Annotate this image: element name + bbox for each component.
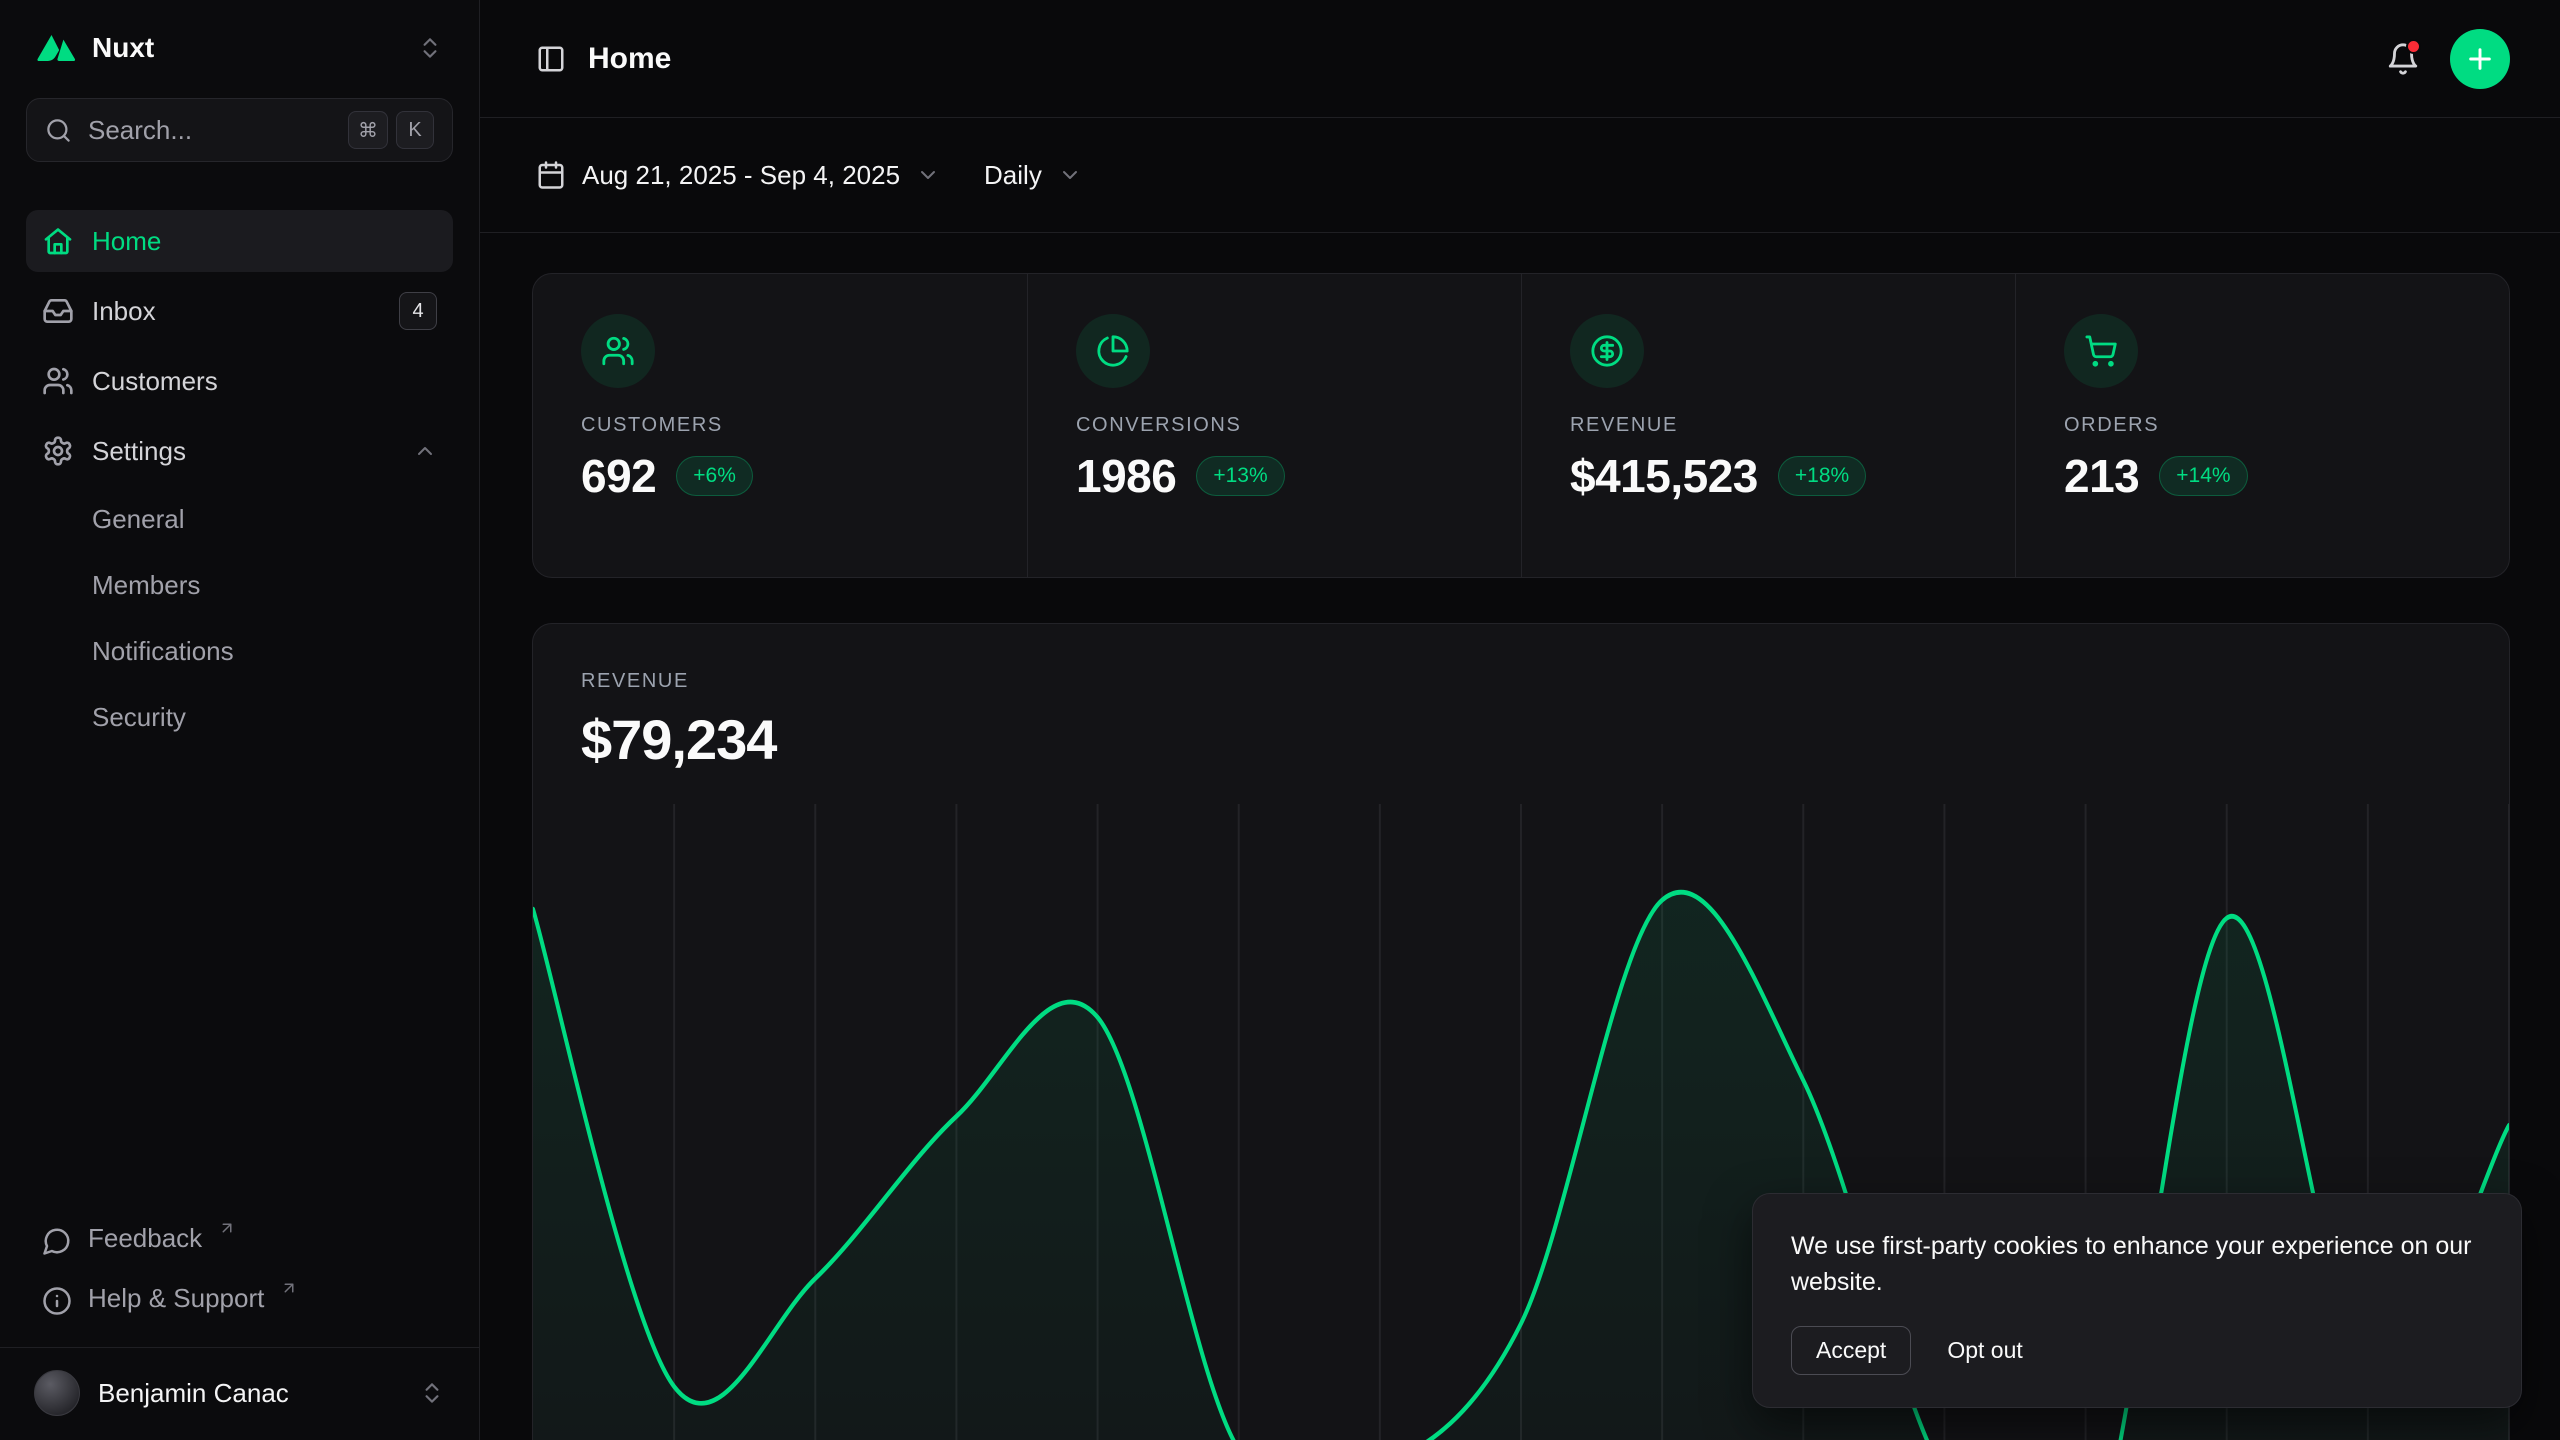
chart-line [533, 890, 2509, 1440]
user-menu[interactable]: Benjamin Canac [22, 1360, 457, 1426]
users-icon [42, 365, 74, 397]
date-range-label: Aug 21, 2025 - Sep 4, 2025 [582, 159, 901, 190]
stat-value: 1986 [1076, 450, 1177, 502]
revenue-chart-area[interactable] [533, 804, 2509, 1440]
stat-label: CONVERSIONS [1076, 414, 1242, 436]
search-icon [45, 117, 72, 144]
message-bubble-icon [42, 1226, 72, 1256]
search-placeholder: Search... [88, 114, 193, 145]
chevron-down-icon [1058, 163, 1082, 187]
notifications-button[interactable] [2386, 38, 2421, 76]
workspace-name: Nuxt [92, 32, 155, 63]
date-range-picker[interactable]: Aug 21, 2025 - Sep 4, 2025 [536, 160, 940, 191]
stat-value: $415,523 [1570, 450, 1758, 502]
main-panel: Home Aug 21, 2 [480, 0, 2560, 1440]
gear-icon [42, 435, 74, 467]
external-link-icon [218, 1219, 236, 1237]
nuxt-logo-icon [36, 34, 76, 62]
feedback-label: Feedback [88, 1223, 203, 1253]
sidebar-nav: Home Inbox 4 Customers Settings [26, 210, 453, 746]
topbar: Home [480, 0, 2560, 118]
granularity-select[interactable]: Daily [984, 160, 1082, 191]
cookie-banner: We use first-party cookies to enhance yo… [1752, 1192, 2522, 1408]
chevrons-up-down-icon [419, 1380, 445, 1406]
stat-delta-badge: +18% [1777, 456, 1867, 496]
user-section: Benjamin Canac [0, 1347, 479, 1440]
inbox-icon [42, 295, 74, 327]
stat-delta-badge: +13% [1196, 456, 1285, 496]
revenue-card-header: REVENUE $79,234 [533, 624, 2509, 772]
chevrons-up-down-icon [417, 35, 443, 61]
stat-card-customers[interactable]: CUSTOMERS 692 +6% [533, 274, 1027, 577]
sidebar-item-label: Customers [92, 365, 218, 396]
chevron-down-icon [916, 163, 940, 187]
dollar-circle-icon [1570, 314, 1644, 388]
topbar-actions [2386, 28, 2510, 89]
granularity-label: Daily [984, 159, 1042, 190]
revenue-total: $79,234 [581, 708, 777, 771]
panel-left-icon[interactable] [536, 44, 566, 74]
users-icon [581, 314, 655, 388]
stat-card-orders[interactable]: ORDERS 213 +14% [2015, 274, 2509, 577]
home-icon [42, 225, 74, 257]
stat-delta-badge: +6% [676, 456, 753, 496]
notification-dot [2406, 38, 2421, 54]
bell-icon [2386, 42, 2420, 76]
user-name: Benjamin Canac [98, 1377, 289, 1408]
stats-row: CUSTOMERS 692 +6% CONVERSIONS 1986 +13% [532, 273, 2510, 578]
pie-chart-icon [1076, 314, 1150, 388]
chevron-up-icon [413, 439, 437, 463]
chart-area-fill [533, 892, 2509, 1440]
stat-card-conversions[interactable]: CONVERSIONS 1986 +13% [1027, 274, 1521, 577]
sidebar-item-settings-general[interactable]: General [92, 503, 185, 534]
search-kbd-hints: ⌘ K [348, 111, 434, 149]
stat-delta-badge: +14% [2159, 456, 2248, 496]
opt-out-button[interactable]: Opt out [1947, 1337, 2023, 1363]
inbox-count-badge: 4 [399, 292, 437, 330]
sidebar-item-settings-notifications[interactable]: Notifications [92, 635, 234, 666]
kbd-k: K [396, 111, 434, 149]
dashboard-content: CUSTOMERS 692 +6% CONVERSIONS 1986 +13% [480, 233, 2560, 1440]
filters-bar: Aug 21, 2025 - Sep 4, 2025 Daily [480, 118, 2560, 233]
sidebar-item-customers[interactable]: Customers [26, 350, 453, 412]
stat-value: 692 [581, 450, 657, 502]
accept-button[interactable]: Accept [1791, 1326, 1912, 1375]
avatar [34, 1370, 80, 1416]
page-title: Home [588, 41, 672, 75]
sidebar: Nuxt Search... ⌘ K Home [0, 0, 480, 1440]
revenue-label: REVENUE [581, 670, 689, 692]
cookie-actions: Accept Opt out [1791, 1326, 2483, 1375]
shopping-cart-icon [2064, 314, 2138, 388]
plus-icon [2464, 43, 2496, 75]
sidebar-footer: Feedback Help & Support [26, 1213, 453, 1347]
help-support-label: Help & Support [88, 1283, 265, 1313]
sidebar-item-settings-members[interactable]: Members [92, 569, 201, 600]
revenue-line-chart [533, 804, 2509, 1440]
info-circle-icon [42, 1286, 72, 1316]
external-link-icon [280, 1279, 298, 1297]
add-button[interactable] [2450, 28, 2510, 89]
calendar-icon [536, 160, 566, 190]
sidebar-spacer [26, 746, 453, 1213]
feedback-link[interactable]: Feedback [26, 1213, 453, 1271]
stat-value: 213 [2064, 450, 2140, 502]
sidebar-item-label: Settings [92, 435, 186, 466]
sidebar-item-settings-security[interactable]: Security [92, 701, 186, 732]
kbd-cmd: ⌘ [348, 111, 388, 149]
stat-label: REVENUE [1570, 414, 1678, 436]
sidebar-item-home[interactable]: Home [26, 210, 453, 272]
stat-label: CUSTOMERS [581, 414, 723, 436]
stat-label: ORDERS [2064, 414, 2160, 436]
stat-card-revenue[interactable]: REVENUE $415,523 +18% [1521, 274, 2015, 577]
search-input[interactable]: Search... ⌘ K [26, 98, 453, 162]
help-support-link[interactable]: Help & Support [26, 1273, 453, 1331]
sidebar-item-settings[interactable]: Settings [26, 420, 453, 482]
cookie-message: We use first-party cookies to enhance yo… [1791, 1231, 2472, 1296]
sidebar-item-inbox[interactable]: Inbox 4 [26, 280, 453, 342]
sidebar-item-label: Home [92, 225, 162, 256]
sidebar-item-label: Inbox [92, 295, 156, 326]
workspace-switcher[interactable]: Nuxt [26, 26, 453, 70]
